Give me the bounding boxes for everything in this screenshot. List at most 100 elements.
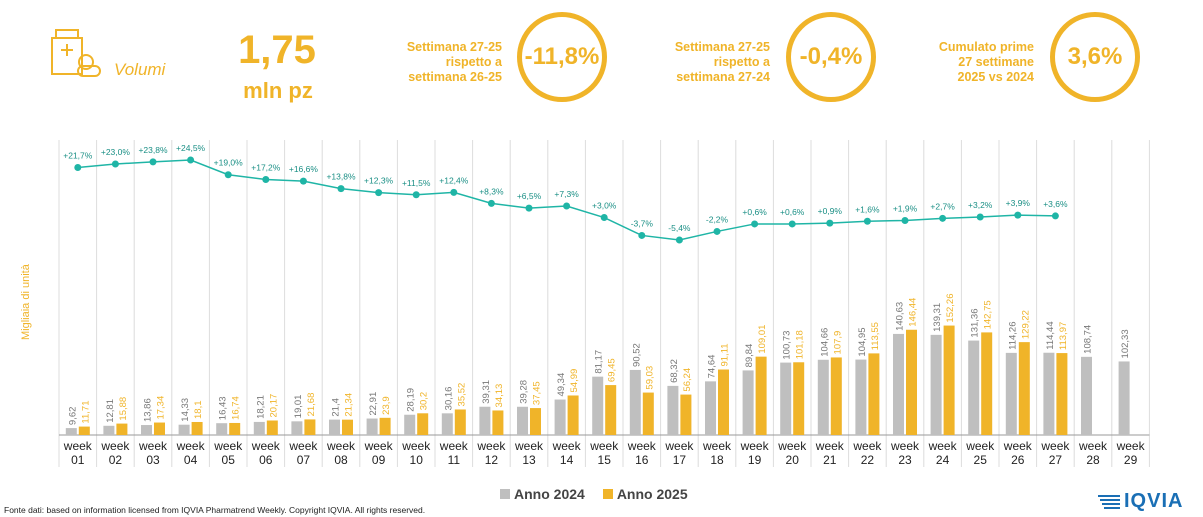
data-label-2024: 9,62: [67, 407, 78, 426]
x-tick-week: week: [552, 439, 582, 453]
growth-point: [1051, 212, 1059, 220]
data-label-2025: 101,18: [795, 330, 806, 359]
x-tick-week: week: [1078, 439, 1108, 453]
growth-label: +8,3%: [479, 186, 504, 196]
iqvia-logo: IQVIA: [1098, 490, 1183, 513]
data-label-2025: 23,9: [381, 396, 392, 415]
bar-2024: [141, 425, 152, 435]
growth-point: [638, 231, 646, 239]
growth-label: +6,5%: [517, 191, 542, 201]
growth-point: [412, 191, 420, 199]
growth-label: +3,0%: [592, 201, 617, 211]
growth-point: [675, 236, 683, 244]
growth-line: [77, 159, 1056, 241]
bar-2024: [329, 419, 340, 435]
growth-point: [375, 189, 383, 197]
x-tick-week: week: [1040, 439, 1070, 453]
x-tick-week: week: [702, 439, 732, 453]
data-label-2025: 146,44: [908, 298, 919, 327]
data-label-2024: 30,16: [443, 387, 454, 411]
growth-label: +0,9%: [818, 206, 843, 216]
bar-2025: [266, 420, 278, 435]
data-label-2024: 19,01: [293, 395, 304, 419]
growth-label: +7,3%: [554, 189, 579, 199]
logo-text: IQVIA: [1124, 490, 1184, 512]
x-tick-number: 13: [522, 453, 536, 467]
bar-2024: [178, 424, 190, 435]
bar-2025: [1018, 342, 1030, 435]
growth-label: -2,2%: [706, 214, 729, 224]
bar-2025: [1056, 353, 1068, 435]
bar-2024: [517, 406, 528, 435]
data-label-2025: 129,22: [1020, 310, 1031, 339]
growth-point: [563, 202, 571, 210]
data-label-2024: 108,74: [1083, 325, 1094, 354]
x-tick-number: 23: [898, 453, 912, 467]
data-label-2025: 34,13: [494, 384, 505, 408]
bar-2024: [1005, 352, 1017, 435]
bar-2025: [342, 419, 353, 435]
growth-label: -5,4%: [668, 223, 691, 233]
bar-2025: [116, 423, 128, 435]
x-tick-number: 04: [184, 453, 198, 467]
growth-label: +12,3%: [364, 176, 394, 186]
x-tick-number: 15: [598, 453, 612, 467]
data-label-2025: 37,45: [532, 381, 543, 405]
bar-2025: [78, 426, 90, 435]
x-tick-number: 27: [1049, 453, 1063, 467]
header: Volumi 1,75 mln pz Settimana 27-25 rispe…: [0, 0, 1203, 130]
x-tick-number: 24: [936, 453, 950, 467]
data-label-2024: 114,26: [1007, 322, 1018, 350]
data-label-2025: 109,01: [757, 325, 768, 354]
x-tick-week: week: [1003, 439, 1033, 453]
bar-2025: [530, 408, 541, 435]
bar-2025: [304, 419, 316, 435]
data-label-2024: 89,84: [744, 344, 755, 368]
bar-2024: [592, 376, 604, 435]
data-label-2024: 100,73: [782, 331, 793, 360]
kpi-3-label: Cumulato prime 27 settimane 2025 vs 2024: [938, 40, 1034, 84]
x-tick-number: 19: [748, 453, 762, 467]
growth-point: [487, 199, 495, 207]
growth-label: +2,7%: [930, 201, 955, 211]
source-note: Fonte dati: based on information license…: [4, 505, 426, 515]
bar-2024: [817, 359, 829, 435]
total-volume-value: 1,75: [238, 28, 316, 72]
growth-label: -3,7%: [631, 218, 654, 228]
growth-point: [600, 214, 608, 222]
bar-2025: [379, 417, 391, 435]
total-volume-unit: mln pz: [243, 78, 313, 103]
data-label-2024: 12,81: [105, 399, 116, 423]
data-label-2025: 35,52: [456, 383, 467, 407]
growth-label: +16,6%: [289, 164, 319, 174]
growth-label: +1,6%: [855, 204, 880, 214]
growth-point: [863, 217, 871, 225]
data-label-2025: 20,17: [268, 394, 279, 418]
x-tick-week: week: [138, 439, 168, 453]
x-tick-week: week: [815, 439, 845, 453]
data-label-2024: 114,44: [1045, 321, 1056, 349]
bar-2025: [567, 395, 579, 435]
bar-2025: [605, 385, 617, 435]
data-label-2024: 49,34: [556, 373, 567, 397]
bar-2025: [755, 356, 767, 435]
data-label-2024: 102,33: [1120, 329, 1131, 358]
data-label-2025: 59,03: [644, 366, 655, 390]
x-tick-week: week: [740, 439, 770, 453]
bar-2024: [667, 385, 679, 435]
bar-2025: [943, 325, 955, 435]
bar-2025: [906, 329, 917, 435]
data-label-2025: 11,71: [80, 401, 91, 424]
bar-2025: [718, 369, 729, 435]
growth-label: +3,9%: [1006, 198, 1031, 208]
x-tick-week: week: [777, 439, 807, 453]
data-label-2025: 16,74: [231, 396, 242, 420]
growth-point: [826, 219, 834, 227]
bar-2024: [1081, 356, 1092, 435]
growth-point: [788, 220, 796, 228]
x-tick-number: 02: [109, 453, 123, 467]
x-tick-week: week: [890, 439, 920, 453]
growth-label: +0,6%: [780, 207, 805, 217]
growth-point: [939, 214, 947, 222]
